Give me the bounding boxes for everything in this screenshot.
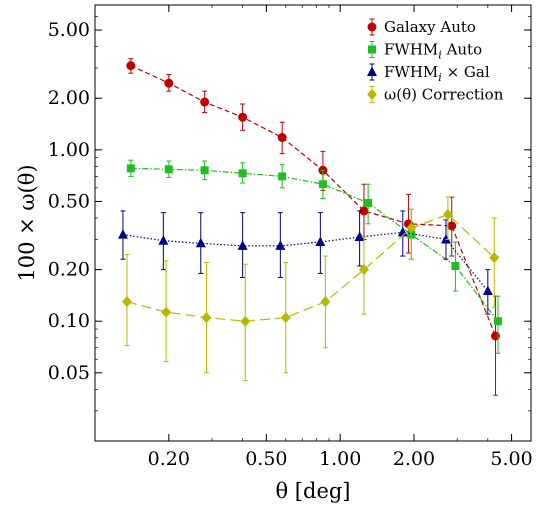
y-axis-label: 100 × ω(θ): [15, 164, 39, 281]
data-point: [126, 164, 135, 173]
legend-label: FWHMi × Gal: [384, 63, 490, 84]
y-tick-label: 0.05: [48, 362, 90, 384]
data-point: [440, 233, 451, 244]
legend-item: FWHMi Auto: [368, 41, 482, 62]
data-point: [238, 112, 248, 122]
series-0: [126, 58, 501, 396]
legend-label: Galaxy Auto: [384, 18, 476, 36]
series-3: [121, 196, 500, 382]
data-point: [164, 78, 174, 88]
series-2: [117, 210, 493, 315]
legend-marker: [367, 89, 377, 100]
data-point: [482, 285, 493, 296]
data-point: [126, 61, 136, 71]
legend-label: ω(θ) Correction: [384, 86, 504, 104]
x-tick-label: 0.50: [245, 448, 287, 470]
data-point: [195, 237, 206, 248]
x-tick-label: 5.00: [490, 448, 532, 470]
legend-marker: [368, 45, 376, 54]
data-point: [358, 264, 369, 276]
y-tick-label: 5.00: [48, 19, 90, 41]
data-point: [320, 296, 331, 308]
data-point: [117, 229, 128, 239]
y-tick-label: 0.10: [48, 310, 90, 332]
data-point: [238, 169, 247, 178]
legend-marker: [367, 66, 377, 76]
data-point: [240, 315, 251, 327]
data-point: [442, 208, 453, 220]
series-line: [126, 213, 495, 322]
data-point: [158, 235, 169, 245]
x-tick-label: 1.00: [319, 448, 361, 470]
data-point: [491, 331, 501, 341]
x-axis: 0.20 0.50 1.00 2.00 5.00: [94, 5, 533, 470]
data-point: [493, 317, 502, 326]
legend-marker: [367, 22, 377, 32]
data-point: [280, 312, 291, 324]
legend-item: ω(θ) Correction: [367, 86, 504, 104]
legend-label: FWHMi Auto: [384, 41, 482, 62]
data-point: [201, 312, 212, 324]
data-point: [315, 236, 326, 246]
data-point: [200, 166, 209, 175]
data-point: [406, 222, 417, 234]
legend-item: Galaxy Auto: [367, 18, 476, 36]
y-axis: 0.05 0.10 0.20 0.50 1.00 2.00 5.00: [48, 4, 531, 442]
data-point: [354, 231, 365, 242]
series-line: [130, 65, 497, 337]
series-layer: [117, 58, 502, 396]
series-line: [122, 231, 489, 292]
y-tick-label: 0.50: [48, 190, 90, 212]
data-point: [451, 261, 460, 270]
data-point: [447, 221, 457, 231]
plot-frame: [94, 4, 532, 442]
data-point: [275, 240, 286, 250]
data-point: [237, 240, 248, 250]
series-line: [130, 167, 499, 322]
data-point: [121, 296, 132, 308]
data-point: [278, 172, 287, 181]
x-tick-label: 0.20: [148, 448, 190, 470]
data-point: [161, 306, 172, 318]
data-point: [359, 206, 369, 216]
data-point: [200, 97, 210, 107]
x-tick-label: 2.00: [393, 448, 435, 470]
x-axis-label: θ [deg]: [275, 479, 350, 503]
data-point: [318, 180, 327, 189]
y-tick-label: 1.00: [48, 139, 90, 161]
y-tick-label: 0.20: [48, 259, 90, 281]
data-point: [489, 252, 500, 264]
legend-item: FWHMi × Gal: [367, 63, 490, 84]
data-point: [277, 133, 287, 143]
y-tick-label: 2.00: [48, 87, 90, 109]
data-point: [364, 198, 373, 207]
data-point: [164, 165, 173, 174]
